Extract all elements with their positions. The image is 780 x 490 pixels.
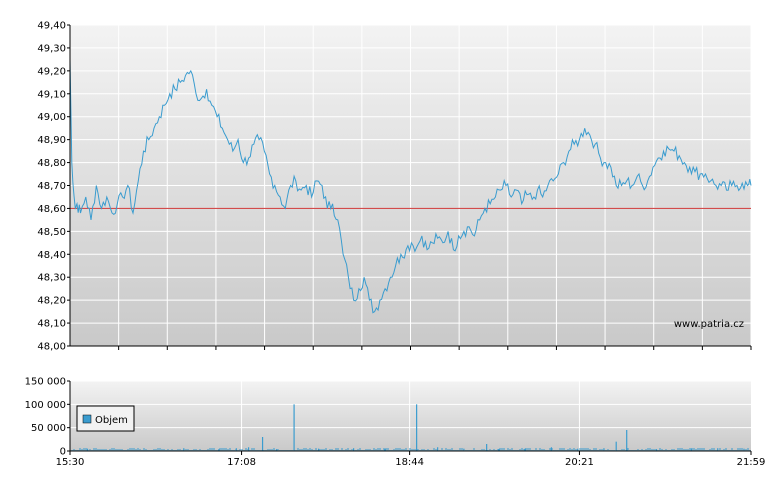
volume-x-tick-label: 17:08 (227, 457, 256, 468)
price-y-tick-label: 49,00 (37, 112, 66, 123)
volume-x-tick-label: 21:59 (737, 457, 766, 468)
volume-grid (70, 380, 751, 451)
volume-y-tick-labels: 0 50 000 100 000 150 000 (25, 377, 70, 458)
price-y-tick-label: 48,50 (37, 227, 66, 238)
legend-swatch (82, 414, 92, 424)
price-y-tick-label: 48,80 (37, 158, 66, 169)
volume-y-tick-label: 0 (60, 447, 66, 458)
volume-y-tick-label: 50 000 (31, 423, 66, 434)
watermark: www.patria.cz (674, 319, 744, 330)
price-x-tick-marks (118, 346, 752, 350)
price-series-line (69, 59, 752, 314)
price-y-tick-label: 49,10 (37, 89, 66, 100)
volume-x-tick-labels: 15:30 17:08 18:44 20:21 21:59 (56, 451, 766, 468)
price-y-tick-label: 48,30 (37, 273, 66, 284)
price-y-tick-label: 48,70 (37, 181, 66, 192)
volume-x-tick-label: 18:44 (395, 457, 424, 468)
price-y-tick-labels: 48,00 48,10 48,20 48,30 48,40 48,50 48,60 48,70… (37, 21, 70, 353)
volume-y-tick-label: 100 000 (25, 400, 66, 411)
price-y-tick-label: 48,90 (37, 135, 66, 146)
price-grid (70, 24, 752, 346)
legend-box (76, 405, 135, 432)
price-y-tick-label: 49,40 (37, 21, 66, 32)
price-y-tick-label: 48,20 (37, 296, 66, 307)
legend-label: Objem (95, 415, 128, 426)
price-y-tick-label: 48,60 (37, 204, 66, 215)
price-y-tick-label: 48,10 (37, 319, 66, 330)
price-y-tick-label: 49,30 (37, 43, 66, 54)
price-y-tick-label: 49,20 (37, 66, 66, 77)
price-y-tick-label: 48,00 (37, 342, 66, 353)
volume-x-tick-label: 20:21 (565, 457, 594, 468)
volume-panel: 0 50 000 100 000 150 000 15:30 17:08 18:44 20:… (25, 377, 766, 469)
price-y-tick-label: 48,40 (37, 250, 66, 261)
volume-y-tick-label: 150 000 (25, 377, 66, 388)
volume-legend: Objem (76, 405, 135, 432)
price-panel: 48,00 48,10 48,20 48,30 48,40 48,50 48,60 48,70… (37, 21, 752, 353)
volume-x-tick-label: 15:30 (56, 457, 85, 468)
volume-plot-background (70, 381, 751, 451)
